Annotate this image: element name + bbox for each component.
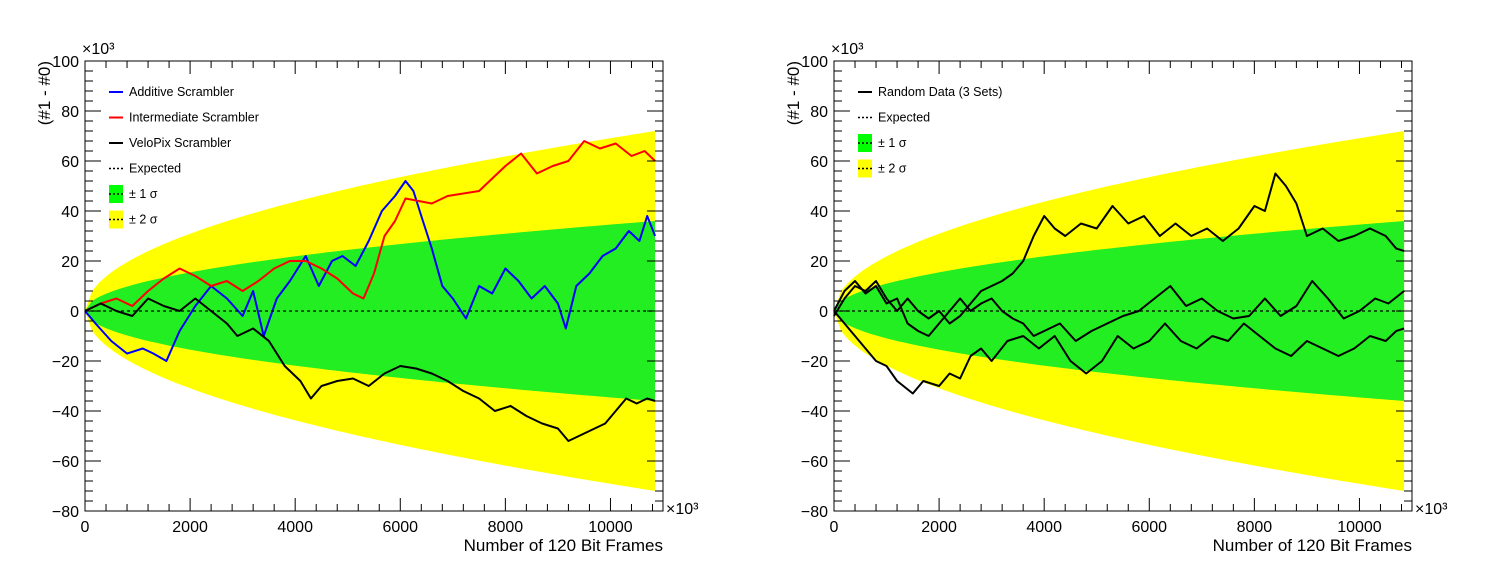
y-tick-label: 100	[801, 54, 828, 71]
x-tick-label: 8000	[488, 519, 524, 536]
y-tick-label: −40	[801, 404, 828, 421]
series-line-0	[84, 180, 657, 362]
legend-label-5: ± 2 σ	[129, 213, 158, 227]
legend-swatch-5	[109, 210, 123, 229]
x-tick-label: 0	[830, 519, 839, 536]
plot-frame	[84, 60, 664, 512]
x-tick-label: 4000	[1026, 519, 1062, 536]
legend-label-1: Intermediate Scrambler	[129, 111, 259, 125]
x-axis-multiplier: ×10³	[1415, 501, 1448, 518]
x-tick-label: 6000	[1131, 519, 1167, 536]
y-tick-label: −80	[52, 504, 79, 521]
chart-left-svg: 0 2000 4000 6000 8000 10000 −80 −60 −40 −20 0 20 40 6…	[35, 41, 699, 555]
x-tick-label: 6000	[382, 519, 418, 536]
y-tick-label: −60	[801, 454, 828, 471]
y-axis-multiplier: ×10³	[831, 41, 864, 58]
y-tick-label: −40	[52, 404, 79, 421]
y-tick-label: −20	[801, 354, 828, 371]
y-tick-label: 60	[810, 154, 828, 171]
y-tick-label: 80	[810, 104, 828, 121]
series-line-2	[833, 310, 1405, 395]
legend-swatch-4	[109, 185, 123, 203]
series-line-1	[84, 140, 656, 312]
x-tick-label: 0	[81, 519, 90, 536]
y-axis-title: (#1 - #0)	[35, 61, 54, 125]
series-line-0	[833, 172, 1405, 325]
chart-right-svg: 0 2000 4000 6000 8000 10000 −80 −60 −40 −20 0 20 40 6…	[784, 41, 1448, 555]
y-axis-multiplier: ×10³	[82, 41, 115, 58]
x-axis-multiplier: ×10³	[666, 501, 699, 518]
y-tick-label: 60	[61, 154, 79, 171]
series-line-1	[833, 280, 1405, 342]
chart-left: 0 2000 4000 6000 8000 10000 −80 −60 −40 −20 0 20 40 6…	[35, 41, 699, 555]
band-1-sigma	[85, 221, 656, 401]
legend-label-3: Expected	[129, 162, 181, 176]
y-tick-label: 20	[61, 254, 79, 271]
legend-label-2: VeloPix Scrambler	[129, 136, 231, 150]
legend-label-4: ± 1 σ	[129, 187, 158, 201]
legend-label-3: ± 2 σ	[878, 162, 907, 176]
series-line-2	[84, 297, 656, 442]
y-tick-label: −60	[52, 454, 79, 471]
y-tick-label: 20	[810, 254, 828, 271]
x-tick-label: 8000	[1237, 519, 1273, 536]
chart-right: 0 2000 4000 6000 8000 10000 −80 −60 −40 −20 0 20 40 6…	[749, 0, 1498, 575]
y-axis-title: (#1 - #0)	[784, 61, 803, 125]
y-tick-label: 0	[70, 304, 79, 321]
band-1-sigma	[834, 221, 1405, 401]
y-tick-label: −20	[52, 354, 79, 371]
y-tick-label: 40	[61, 204, 79, 221]
y-tick-label: 0	[819, 304, 828, 321]
legend-label-0: Random Data (3 Sets)	[878, 85, 1002, 99]
x-axis-title: Number of 120 Bit Frames	[1213, 536, 1412, 555]
x-tick-label: 10000	[1337, 519, 1382, 536]
y-tick-label: 40	[810, 204, 828, 221]
x-tick-label: 4000	[277, 519, 313, 536]
y-tick-label: −80	[801, 504, 828, 521]
legend-label-0: Additive Scrambler	[129, 85, 234, 99]
legend-label-2: ± 1 σ	[878, 136, 907, 150]
x-tick-label: 2000	[921, 519, 957, 536]
legend-label-1: Expected	[878, 111, 930, 125]
plot-frame	[833, 60, 1413, 512]
y-tick-label: 80	[61, 104, 79, 121]
y-tick-label: 100	[52, 54, 79, 71]
legend-swatch-2	[858, 134, 872, 152]
x-tick-label: 10000	[588, 519, 633, 536]
legend-swatch-3	[858, 159, 872, 178]
x-tick-label: 2000	[172, 519, 208, 536]
x-axis-title: Number of 120 Bit Frames	[464, 536, 663, 555]
